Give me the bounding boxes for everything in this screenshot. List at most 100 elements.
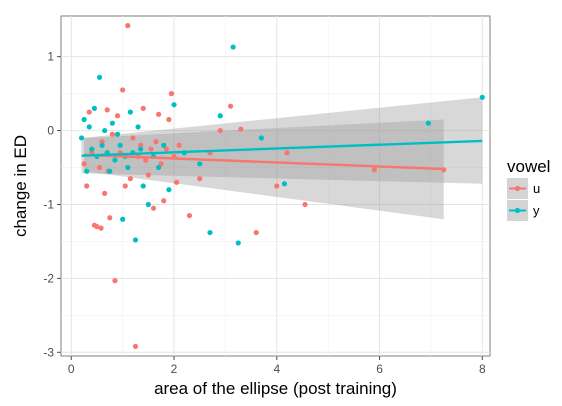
data-point-y bbox=[89, 146, 95, 152]
data-point-u bbox=[140, 105, 146, 111]
data-point-y bbox=[140, 183, 146, 189]
data-point-y bbox=[230, 44, 236, 50]
data-point-y bbox=[281, 181, 288, 187]
data-point-u bbox=[197, 176, 203, 182]
data-point-y bbox=[96, 74, 103, 80]
data-point-u bbox=[127, 176, 133, 182]
fit-line-u bbox=[84, 153, 444, 171]
data-point-y bbox=[166, 187, 172, 193]
y-tick-label: -2 bbox=[43, 271, 54, 285]
data-point-u bbox=[156, 111, 162, 117]
data-point-u bbox=[122, 183, 128, 189]
fit-line-y bbox=[81, 139, 483, 157]
legend-point-u bbox=[514, 185, 521, 192]
y-axis-label: change in ED bbox=[11, 135, 30, 237]
data-point-u bbox=[173, 179, 180, 185]
data-point-u bbox=[148, 146, 154, 152]
data-point-u bbox=[138, 142, 144, 148]
data-point-y bbox=[156, 164, 162, 171]
data-point-y bbox=[84, 168, 90, 174]
data-point-u bbox=[104, 107, 110, 113]
data-point-u bbox=[145, 172, 151, 178]
data-point-u bbox=[102, 190, 108, 196]
data-point-u bbox=[143, 157, 149, 163]
data-point-u bbox=[84, 183, 90, 189]
legend-label-y: y bbox=[533, 203, 540, 218]
data-point-y bbox=[114, 131, 121, 137]
data-point-y bbox=[138, 146, 144, 152]
data-point-u bbox=[150, 205, 157, 211]
confidence-band-y bbox=[81, 97, 483, 184]
legend: vowel uy bbox=[507, 157, 550, 221]
data-point-y bbox=[479, 94, 485, 100]
data-point-u bbox=[120, 87, 126, 93]
x-tick-label: 8 bbox=[479, 362, 486, 376]
data-point-y bbox=[135, 124, 141, 130]
data-point-y bbox=[86, 124, 92, 130]
data-point-y bbox=[78, 135, 85, 141]
data-point-y bbox=[117, 142, 123, 148]
data-point-y bbox=[217, 113, 223, 119]
x-tick-label: 0 bbox=[68, 362, 75, 376]
data-point-u bbox=[99, 139, 105, 145]
data-point-u bbox=[302, 201, 308, 208]
data-point-u bbox=[176, 142, 182, 148]
data-point-u bbox=[217, 127, 223, 134]
x-tick-label: 2 bbox=[171, 362, 178, 376]
data-point-u bbox=[163, 146, 169, 152]
confidence-bands bbox=[81, 97, 483, 220]
data-point-y bbox=[125, 164, 131, 171]
data-point-y bbox=[235, 240, 241, 246]
data-point-u bbox=[153, 139, 159, 145]
data-point-u bbox=[109, 131, 115, 137]
legend-point-y bbox=[514, 207, 521, 214]
y-tick-label: 0 bbox=[47, 124, 54, 138]
data-point-y bbox=[161, 142, 167, 148]
data-point-u bbox=[274, 183, 280, 189]
x-tick-label: 6 bbox=[376, 362, 383, 376]
data-point-y bbox=[91, 105, 97, 111]
data-point-y bbox=[81, 116, 87, 123]
data-point-y bbox=[102, 127, 108, 134]
data-point-y bbox=[127, 109, 133, 115]
legend-items: uy bbox=[507, 178, 540, 221]
data-point-y bbox=[197, 161, 203, 167]
fit-lines bbox=[81, 139, 483, 171]
data-point-u bbox=[284, 150, 290, 156]
data-point-u bbox=[130, 135, 136, 141]
data-point-u bbox=[253, 229, 259, 236]
data-point-u bbox=[166, 116, 172, 123]
data-point-u bbox=[238, 126, 244, 132]
data-point-u bbox=[107, 215, 113, 221]
data-point-y bbox=[107, 168, 113, 174]
data-point-u bbox=[161, 198, 167, 204]
data-point-y bbox=[99, 142, 105, 148]
confidence-band-u bbox=[84, 119, 444, 220]
data-point-y bbox=[109, 120, 115, 126]
data-point-y bbox=[425, 120, 431, 126]
data-point-y bbox=[171, 102, 177, 108]
y-tick-label: -3 bbox=[43, 345, 54, 359]
x-axis-label: area of the ellipse (post training) bbox=[154, 379, 397, 398]
data-point-y bbox=[207, 229, 213, 236]
data-point-u bbox=[125, 23, 131, 29]
data-point-u bbox=[114, 113, 121, 119]
data-point-u bbox=[186, 212, 193, 219]
y-tick-label: 1 bbox=[47, 50, 54, 64]
x-tick-label: 4 bbox=[273, 362, 280, 376]
legend-title: vowel bbox=[507, 157, 550, 176]
y-tick-label: -1 bbox=[43, 197, 54, 211]
axis-ticks: 0 2 4 6 810-1-2-3 bbox=[43, 50, 486, 376]
data-point-u bbox=[96, 164, 103, 171]
data-point-u bbox=[371, 167, 378, 173]
data-point-u bbox=[168, 91, 175, 97]
data-point-y bbox=[145, 201, 151, 208]
data-point-y bbox=[120, 216, 126, 222]
data-point-u bbox=[81, 161, 87, 167]
data-point-y bbox=[258, 135, 264, 141]
data-point-u bbox=[86, 109, 92, 115]
data-point-u bbox=[94, 224, 100, 230]
legend-label-u: u bbox=[533, 181, 540, 196]
